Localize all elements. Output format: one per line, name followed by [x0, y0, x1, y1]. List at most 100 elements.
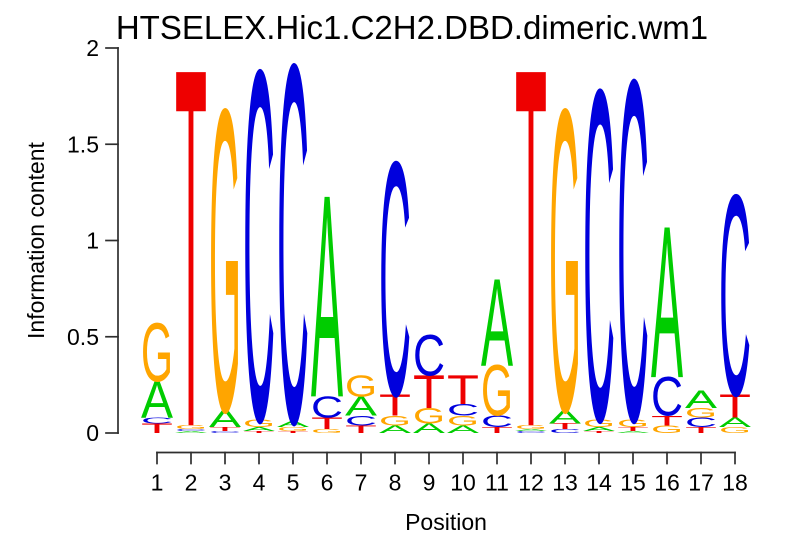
logo-letter-C: C: [311, 390, 343, 424]
logo-letter-T: T: [141, 420, 173, 436]
x-tick-label: 12: [518, 470, 544, 496]
x-tick-label: 5: [287, 470, 300, 496]
logo-letter-C: C: [583, 0, 615, 521]
logo-letter-A: A: [277, 420, 309, 429]
logo-letter-C: C: [243, 0, 275, 526]
logo-letter-A: A: [379, 423, 411, 435]
logo-letter-T: T: [413, 365, 445, 418]
logo-letter-C: C: [277, 0, 309, 531]
x-tick-label: 17: [688, 470, 714, 496]
logo-letter-C: C: [413, 323, 445, 388]
logo-letter-A: A: [685, 386, 717, 414]
y-tick-label: 1.5: [67, 131, 99, 157]
logo-letter-A: A: [413, 420, 445, 436]
logo-letter-C: C: [685, 415, 717, 431]
logo-letter-G: G: [617, 417, 649, 429]
y-axis-label: Information content: [23, 141, 49, 339]
logo-letter-G: G: [209, 19, 241, 503]
logo-letter-A: A: [141, 370, 173, 429]
logo-letter-C: C: [141, 416, 173, 425]
logo-letter-T: T: [549, 422, 581, 431]
logo-letter-A: A: [515, 429, 548, 432]
logo-letter-G: G: [447, 413, 479, 429]
logo-letter-G: G: [277, 426, 309, 432]
x-tick-label: 14: [586, 470, 612, 496]
y-tick-label: 0: [86, 420, 99, 446]
logo-letter-G: G: [311, 428, 343, 434]
logo-letter-C: C: [549, 428, 581, 434]
logo-letter-A: A: [549, 406, 581, 428]
x-tick-label: 10: [450, 470, 476, 496]
logo-letter-G: G: [515, 424, 547, 430]
logo-letter-T: T: [685, 426, 717, 435]
logo-letter-T: T: [617, 426, 649, 432]
logo-letter-C: C: [719, 134, 751, 456]
logo-letter-G: G: [345, 369, 377, 403]
x-tick-label: 3: [219, 470, 232, 496]
logo-letter-T: T: [311, 414, 343, 433]
logo-letter-A: A: [447, 423, 479, 435]
x-tick-label: 9: [423, 470, 436, 496]
logo-letter-G: G: [481, 350, 513, 431]
logo-letter-G: G: [175, 424, 207, 430]
logo-letter-A: A: [209, 405, 241, 433]
logo-letter-G: G: [243, 417, 275, 429]
logo-letter-G: G: [685, 405, 717, 421]
logo-letter-T: T: [277, 430, 309, 433]
x-tick-label: 18: [722, 470, 748, 496]
x-tick-label: 2: [185, 470, 198, 496]
x-tick-label: 11: [485, 470, 509, 496]
logo-letter-T: T: [583, 430, 615, 433]
x-tick-label: 13: [552, 470, 578, 496]
logo-letter-T: T: [651, 413, 683, 429]
logo-letter-C: C: [515, 430, 547, 433]
logo-letter-A: A: [243, 426, 276, 432]
logo-letter-T: T: [719, 388, 751, 425]
x-tick-label: 16: [654, 470, 680, 496]
logo-letter-G: G: [141, 306, 173, 399]
logo-letter-C: C: [379, 92, 411, 466]
chart-title: HTSELEX.Hic1.C2H2.DBD.dimeric.wm1: [116, 9, 708, 46]
logo-letter-G: G: [719, 426, 751, 435]
logo-letter-G: G: [413, 403, 445, 428]
y-tick-label: 1: [86, 228, 99, 254]
x-tick-label: 1: [151, 470, 164, 496]
x-tick-label: 6: [321, 470, 334, 496]
x-tick-label: 8: [389, 470, 402, 496]
logo-letter-A: A: [345, 391, 377, 422]
logo-letter-A: A: [481, 253, 513, 393]
logo-letter-G: G: [651, 423, 683, 435]
y-tick-label: 2: [86, 35, 99, 61]
y-axis: 0 0.5 1 1.5 2: [67, 35, 119, 446]
logo-letter-C: C: [617, 0, 649, 523]
logo-letter-T: T: [447, 367, 479, 413]
logo-letter-T: T: [175, 0, 207, 535]
x-tick-label: 7: [355, 470, 368, 496]
logo-letter-G: G: [583, 417, 615, 429]
logo-letter-A: A: [719, 415, 751, 431]
x-axis-label: Position: [405, 509, 487, 535]
logo-letter-C: C: [481, 412, 513, 431]
x-axis: 1 2 3 4 5 6 7 8 9 10 11 12 13 14 15 16 17 18: [151, 451, 748, 496]
logo-letter-C: C: [345, 413, 377, 429]
logo-letter-A: A: [583, 426, 616, 432]
logo-letter-T: T: [481, 426, 513, 435]
logo-letter-A: A: [175, 430, 208, 433]
x-tick-label: 4: [253, 470, 266, 496]
logo-letter-G: G: [379, 413, 411, 429]
logo-letter-A: A: [617, 430, 650, 433]
x-tick-label: 15: [620, 470, 646, 496]
logo-letter-C: C: [209, 430, 241, 433]
logo-letter-A: A: [311, 134, 343, 458]
logo-letter-T: T: [379, 388, 411, 422]
logo-letter-C: C: [651, 366, 683, 428]
logo-letter-T: T: [345, 423, 377, 435]
logo-letter-G: G: [549, 19, 581, 503]
logo-letter-T: T: [243, 430, 275, 433]
y-tick-label: 0.5: [67, 324, 99, 350]
logo-letter-C: C: [175, 429, 207, 432]
logo-letter-T: T: [515, 0, 547, 535]
